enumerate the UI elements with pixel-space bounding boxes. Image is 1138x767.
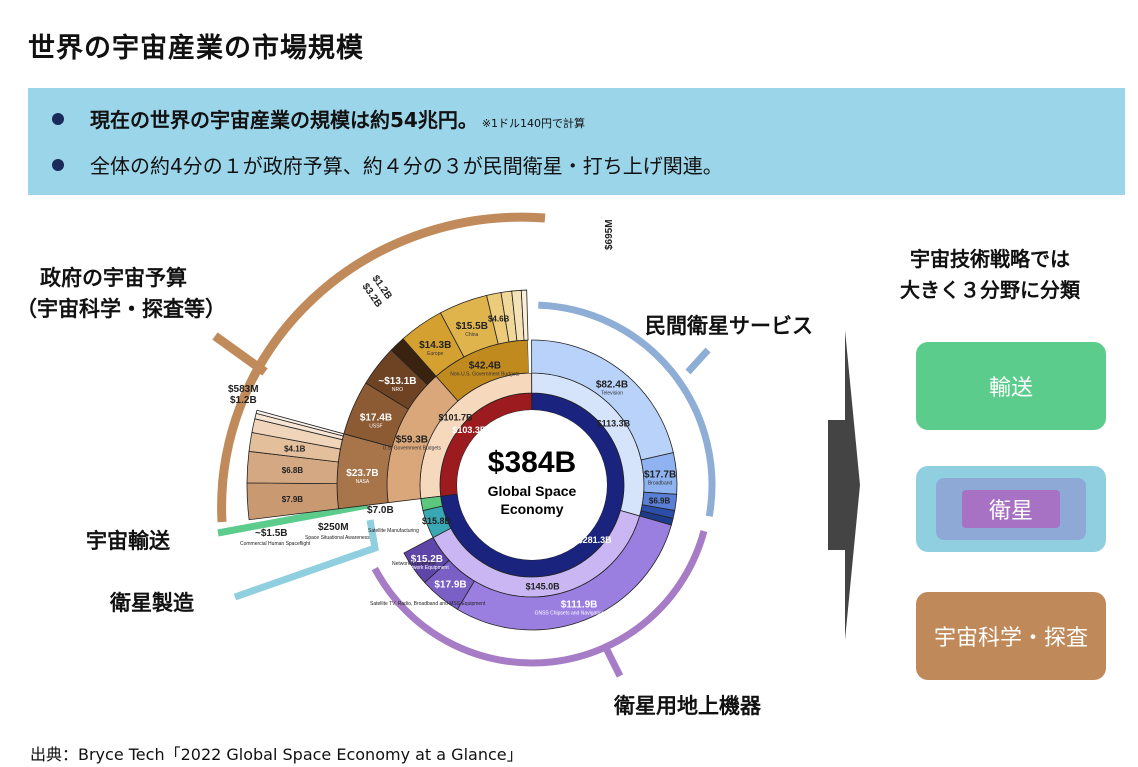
segment-category-label: USSF bbox=[369, 424, 382, 430]
label-manufacturing: 衛星製造 bbox=[110, 591, 194, 615]
bullet-market-size: 現在の世界の宇宙産業の規模は約54兆円。 ※1ドル140円で計算 bbox=[52, 104, 585, 133]
segment-value-label: $17.7B bbox=[644, 470, 676, 481]
bullet-text: 全体の約4分の１が政府予算、約４分の３が民間衛星・打ち上げ関連。 bbox=[90, 154, 723, 178]
segment-value-label: $42.4B bbox=[469, 360, 501, 371]
segment-category-label: GNSS Chipsets and Navigation Devices bbox=[535, 611, 624, 617]
gov-budget-bracket-tick bbox=[212, 332, 268, 376]
bullet-text: 現在の世界の宇宙産業の規模は約54兆円。 bbox=[90, 108, 478, 132]
ann-tech-1: $583M bbox=[228, 384, 259, 395]
ground-bracket-tick bbox=[602, 646, 624, 678]
arrow-right-icon bbox=[828, 330, 860, 640]
segment-value-label: ~$13.1B bbox=[378, 376, 416, 387]
category-transport-label: 輸送 bbox=[988, 376, 1033, 401]
services-bracket-arc bbox=[538, 301, 716, 517]
right-heading-2: 大きく３分野に分類 bbox=[900, 278, 1080, 302]
segment-value-label: $17.4B bbox=[360, 413, 392, 424]
summary-banner: 現在の世界の宇宙産業の規模は約54兆円。 ※1ドル140円で計算 全体の約4分の１… bbox=[28, 88, 1125, 195]
segment-value-label: $101.7B bbox=[438, 413, 473, 423]
bullet-breakdown: 全体の約4分の１が政府予算、約４分の３が民間衛星・打ち上げ関連。 bbox=[52, 150, 723, 179]
segment-value-label: $23.7B bbox=[346, 468, 378, 479]
transport-connector bbox=[217, 501, 369, 537]
segment-value-label: $6.8B bbox=[282, 466, 304, 475]
category-science-label: 宇宙科学・探査 bbox=[933, 626, 1088, 651]
category-satellite-label: 衛星 bbox=[988, 499, 1033, 524]
segment-value-label: $145.0B bbox=[526, 581, 561, 591]
ann-tech-2: $1.2B bbox=[230, 395, 257, 406]
sunburst-segment bbox=[527, 340, 532, 374]
ann-ssa-sub: Space Situational Awareness bbox=[305, 535, 370, 541]
segment-value-label: $4.6B bbox=[488, 314, 510, 323]
segment-value-label: $6.9B bbox=[649, 496, 671, 505]
segment-value-label: $4.1B bbox=[284, 445, 306, 454]
ann-manuf-sub: Satellite Manufacturing bbox=[368, 528, 419, 534]
segment-value-label: $17.9B bbox=[434, 579, 466, 590]
ann-other: $695M bbox=[604, 219, 615, 250]
right-heading-1: 宇宙技術戦略では bbox=[910, 247, 1070, 271]
segment-value-label: $7.9B bbox=[282, 495, 304, 504]
services-bracket-tick bbox=[685, 347, 711, 375]
segment-value-label: $15.8B bbox=[422, 516, 452, 526]
segment-category-label: NRO bbox=[392, 387, 403, 393]
segment-category-label: Television bbox=[601, 390, 623, 396]
segment-category-label: Broadband bbox=[648, 481, 673, 487]
category-satellite-inner: 衛星 bbox=[936, 478, 1086, 540]
space-economy-sunburst: $103.3B $281.3B $101.7B $113.3B $145.0B $15.8… bbox=[212, 212, 860, 678]
segment-value-label: $281.3B bbox=[578, 535, 613, 545]
segment-value-label: $59.3B bbox=[396, 434, 428, 445]
segment-value-label: $15.2B bbox=[411, 554, 443, 565]
page-title: 世界の宇宙産業の市場規模 bbox=[28, 33, 364, 64]
label-ground-equipment: 衛星用地上機器 bbox=[614, 694, 761, 718]
segment-value-label: $82.4B bbox=[596, 379, 628, 390]
label-gov-budget-sub: （宇宙科学・探査等） bbox=[16, 297, 226, 321]
segment-category-label: NASA bbox=[356, 479, 370, 485]
segment-category-label: China bbox=[465, 332, 478, 338]
segment-category-label: Europe bbox=[427, 351, 443, 357]
center-line2: Economy bbox=[500, 501, 563, 517]
ann-launch: $7.0B bbox=[367, 505, 394, 516]
segment-value-label: $14.3B bbox=[419, 340, 451, 351]
category-satellite: 衛星 bbox=[916, 466, 1106, 552]
ann-human: ~$1.5B bbox=[255, 528, 288, 539]
sunburst-segment bbox=[255, 409, 345, 437]
label-transport: 宇宙輸送 bbox=[86, 529, 170, 553]
segment-value-label: $15.5B bbox=[456, 321, 488, 332]
ann-consumer-sub: Satellite TV, Radio, Broadband and MSS E… bbox=[370, 601, 486, 607]
bullet-icon bbox=[52, 113, 64, 125]
manufacturing-connector bbox=[233, 519, 379, 601]
segment-category-label: U.S. Government Budgets bbox=[383, 445, 442, 451]
bullet-icon bbox=[52, 159, 64, 171]
segment-category-label: Non-U.S. Government Budgets bbox=[450, 371, 520, 377]
bullet-note: ※1ドル140円で計算 bbox=[481, 117, 586, 130]
category-satellite-tag: 衛星 bbox=[962, 490, 1060, 528]
ann-human-sub: Commercial Human Spaceflight bbox=[240, 541, 311, 547]
label-gov-budget: 政府の宇宙予算 bbox=[40, 266, 187, 290]
segment-value-label: $103.3B bbox=[452, 425, 487, 435]
label-sat-services: 民間衛星サービス bbox=[645, 314, 813, 338]
segment-category-label: Network Equipment bbox=[405, 565, 449, 571]
source-citation: 出典：Bryce Tech「2022 Global Space Economy … bbox=[30, 745, 523, 764]
sunburst-segment bbox=[403, 537, 450, 584]
segment-value-label: $111.9B bbox=[561, 600, 598, 611]
ann-network-sub: Network Equipment bbox=[392, 561, 436, 567]
sunburst-segment bbox=[420, 495, 443, 512]
sunburst-segment bbox=[520, 289, 529, 341]
segment-value-label: $113.3B bbox=[597, 419, 631, 429]
center-total: $384B bbox=[488, 446, 576, 479]
category-transport: 輸送 bbox=[916, 342, 1106, 430]
ann-ssa: $250M bbox=[318, 522, 349, 533]
center-circle bbox=[457, 410, 607, 560]
gov-budget-bracket-arc bbox=[217, 212, 546, 523]
ground-bracket-arc bbox=[371, 530, 708, 667]
center-line1: Global Space bbox=[488, 483, 577, 499]
category-science: 宇宙科学・探査 bbox=[916, 592, 1106, 680]
